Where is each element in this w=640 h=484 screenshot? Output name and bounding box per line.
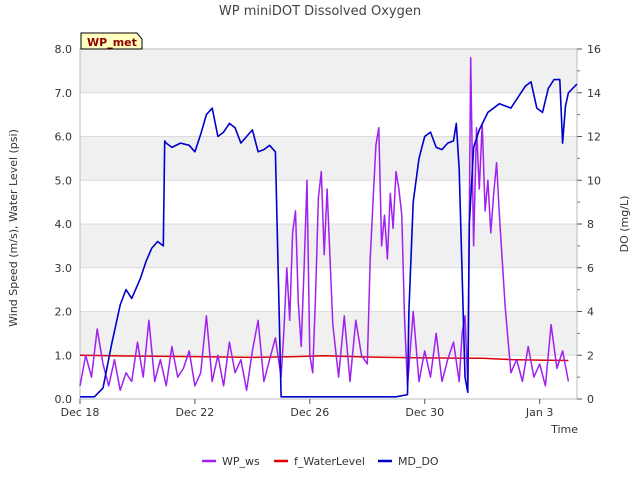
y-right-tick-label: 10	[587, 174, 601, 187]
site-badge: WP_met	[80, 32, 143, 50]
y-right-tick-label: 14	[587, 87, 601, 100]
legend-label-wp-ws: WP_ws	[222, 455, 260, 468]
legend: WP_ws f_WaterLevel MD_DO	[202, 455, 439, 468]
plot-band	[80, 49, 577, 93]
y-left-tick-label: 6.0	[55, 131, 73, 144]
legend-label-md-do: MD_DO	[398, 455, 439, 468]
badge-label: WP_met	[87, 36, 137, 49]
x-tick-label: Dec 22	[176, 406, 215, 419]
x-tick-label: Dec 30	[405, 406, 444, 419]
series-line-f-waterlevel	[79, 354, 569, 362]
y-left-tick-label: 3.0	[55, 262, 73, 275]
y-axis-right-label: DO (mg/L)	[618, 196, 631, 253]
legend-label-water-level: f_WaterLevel	[294, 455, 365, 468]
y-right-tick-label: 0	[587, 393, 594, 406]
y-right-tick-label: 4	[587, 306, 594, 319]
y-left-tick-label: 2.0	[55, 306, 73, 319]
y-right-tick-label: 2	[587, 349, 594, 362]
plot-bands	[80, 49, 577, 356]
axes-layer: 0.0 1.0 2.0 3.0 4.0 5.0 6.0 7.0 8.0 0 2 4 6 8 10 12 14 16…	[55, 43, 602, 419]
x-tick-label: Dec 26	[290, 406, 329, 419]
y-right-tick-label: 16	[587, 43, 601, 56]
y-axis-left-label: Wind Speed (m/s), Water Level (psi)	[7, 129, 20, 327]
y-left-tick-label: 8.0	[55, 43, 73, 56]
y-left-tick-label: 5.0	[55, 174, 73, 187]
plot-band	[80, 311, 577, 356]
x-tick-label: Dec 18	[61, 406, 100, 419]
series-line-md-do	[80, 78, 578, 398]
y-right-tick-label: 6	[587, 262, 594, 275]
y-left-tick-label: 7.0	[55, 87, 73, 100]
plot-band	[80, 136, 577, 181]
x-axis-label: Time	[550, 423, 578, 436]
y-right-tick-label: 8	[587, 218, 594, 231]
y-left-tick-label: 0.0	[55, 393, 73, 406]
x-tick-label: Jan 3	[525, 406, 553, 419]
series-line-wp-ws	[79, 57, 570, 392]
series-layer	[79, 57, 578, 398]
chart-title: WP miniDOT Dissolved Oxygen	[219, 4, 421, 19]
y-left-tick-label: 1.0	[55, 349, 73, 362]
badge-shape	[80, 32, 143, 50]
y-left-tick-label: 4.0	[55, 218, 73, 231]
y-right-tick-label: 12	[587, 131, 601, 144]
